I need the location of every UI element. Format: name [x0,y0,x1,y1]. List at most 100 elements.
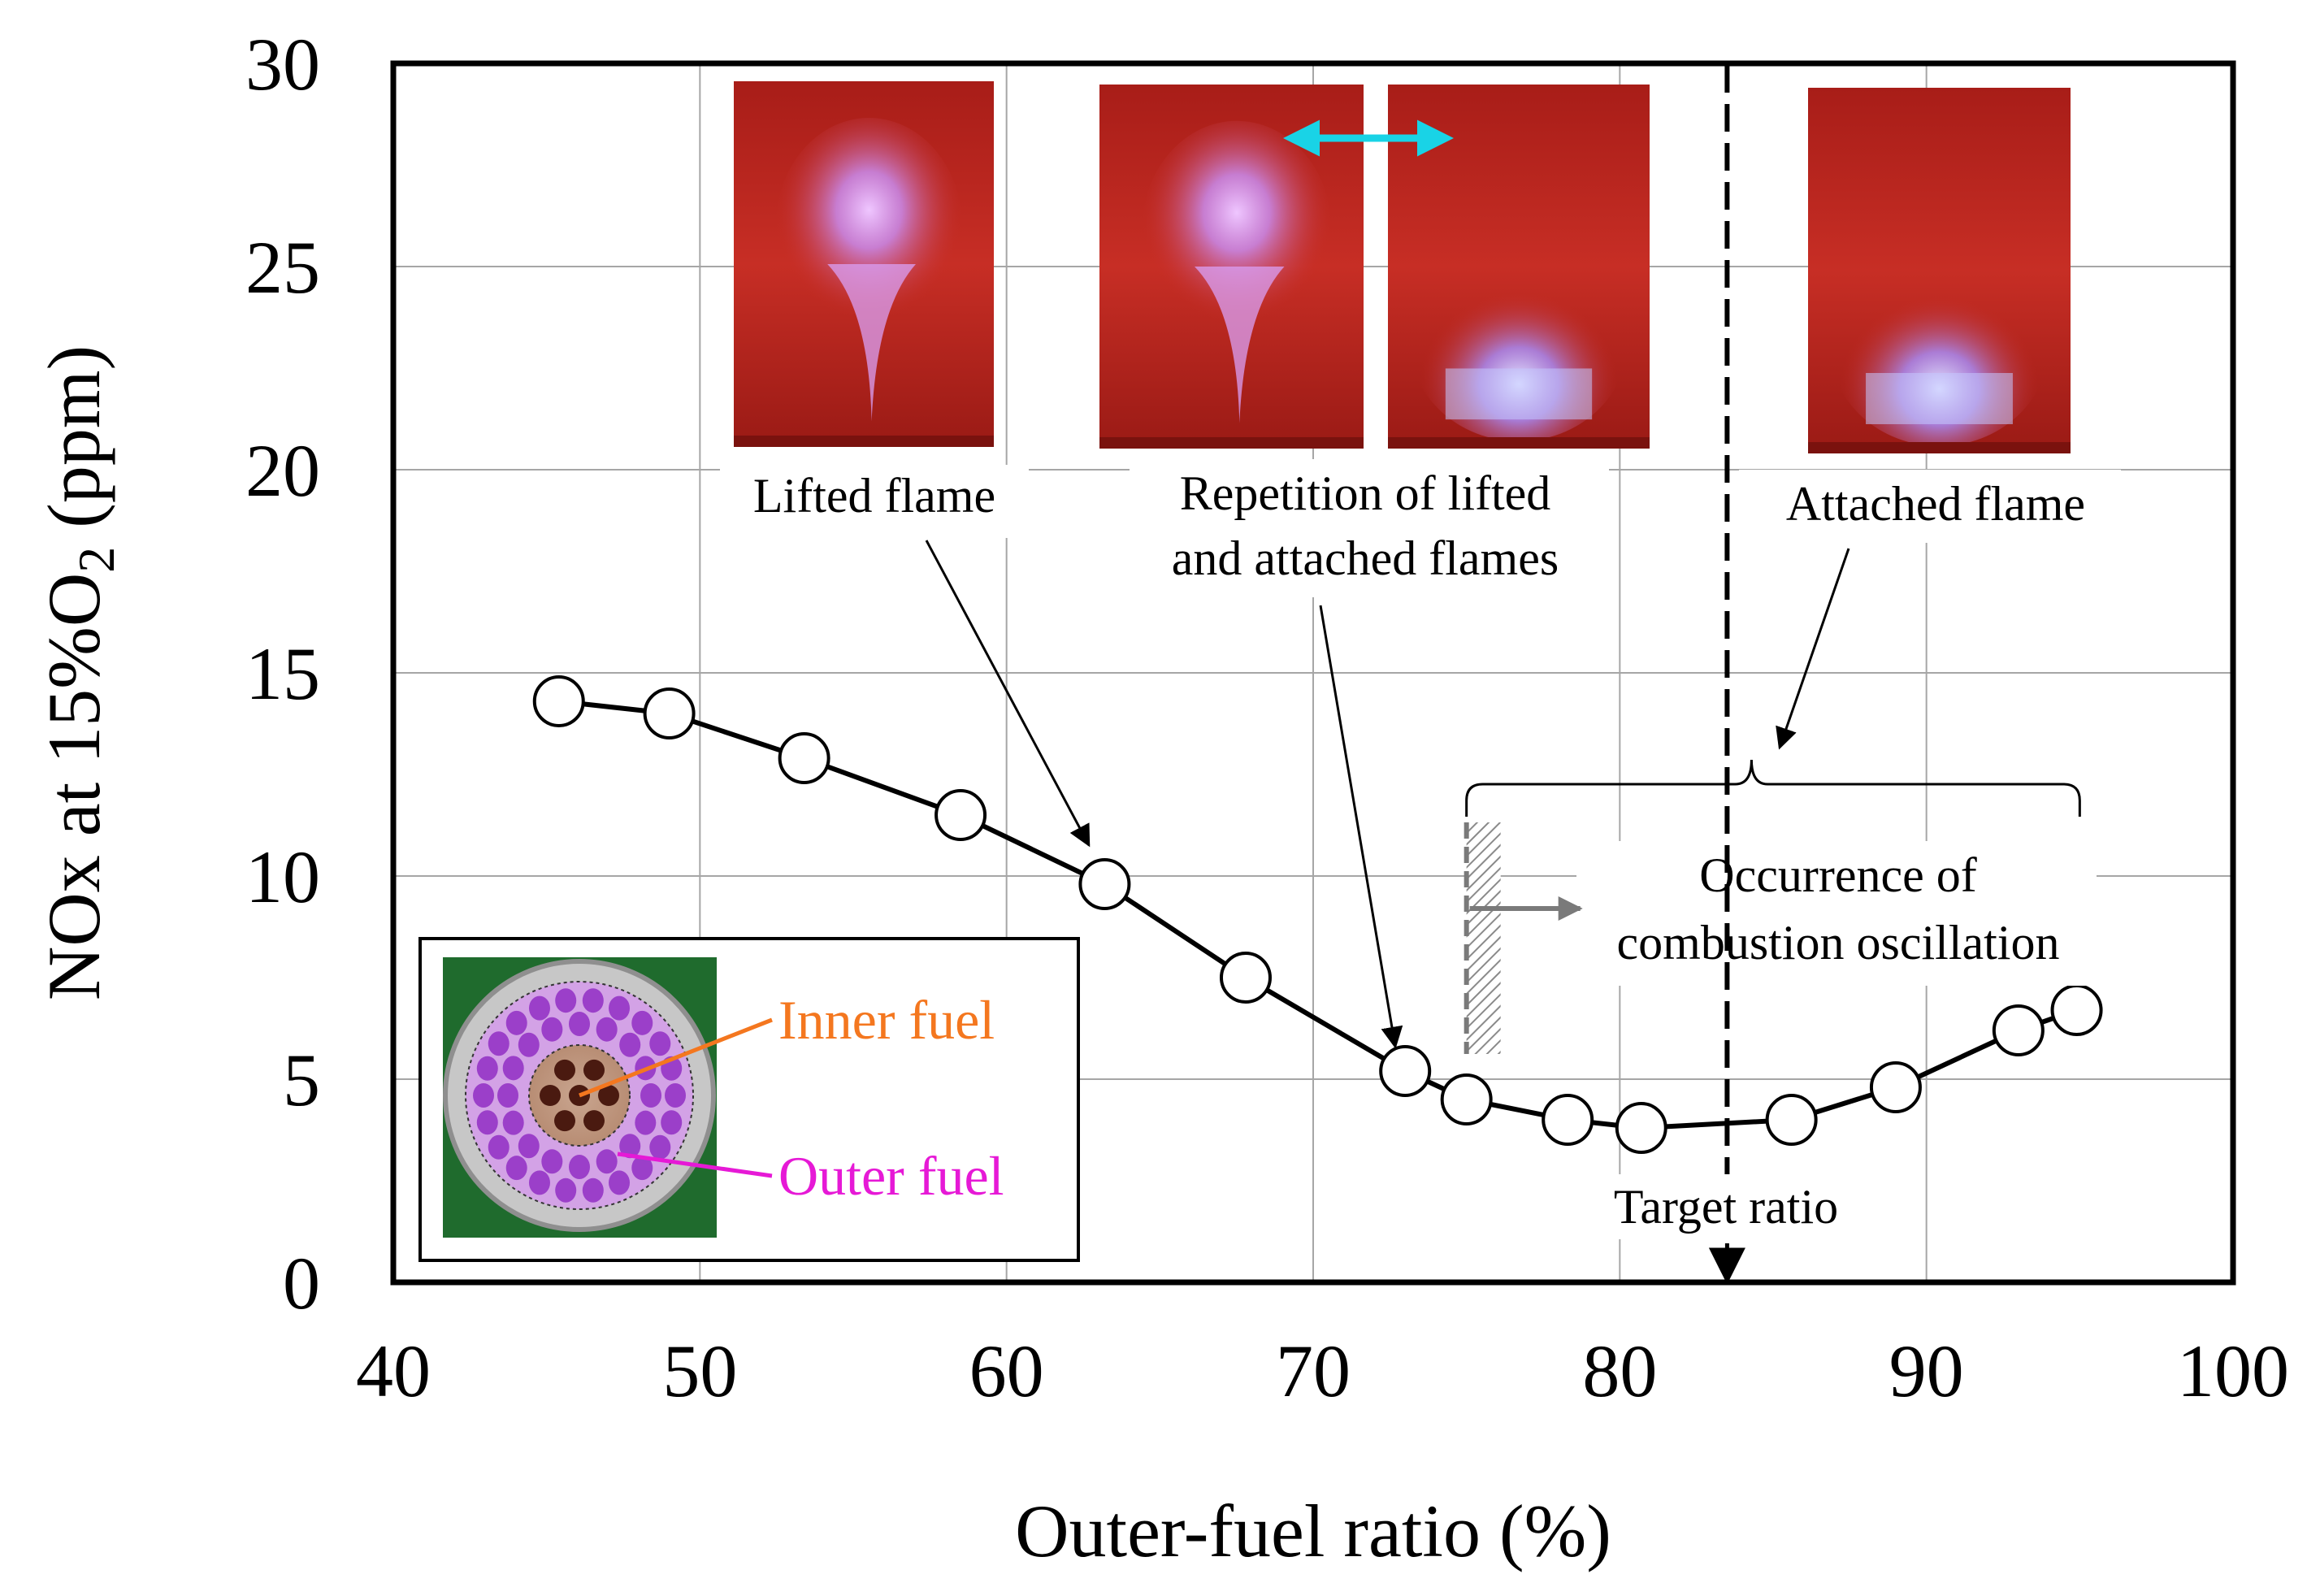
data-point [1379,1045,1432,1097]
inset-inner-fuel-label: Inner fuel [778,989,995,1051]
burner-outer-hole [473,1083,494,1108]
flame-base [1866,373,2013,424]
y-tick-label: 15 [245,632,320,715]
flame-photo-floor [1099,437,1364,449]
burner-outer-hole [488,1134,510,1160]
burner-outer-hole [635,1110,657,1135]
data-point [1078,858,1131,910]
y-axis-label: NOx at 15%O2 (ppm) [33,345,125,1000]
burner-outer-hole [476,1110,498,1135]
burner-outer-hole [502,1110,524,1135]
burner-outer-hole [631,1010,653,1035]
annotation-lifted-flame: Lifted flame [753,469,995,523]
label-bg [1576,841,2097,986]
flame-base [1445,368,1593,420]
data-point [2050,984,2103,1036]
burner-outer-hole [665,1083,686,1108]
burner-outer-hole [518,1134,540,1159]
burner-outer-hole [505,1156,527,1181]
y-axis-label-subscript: 2 [67,547,125,573]
label-bg [1739,470,2121,543]
y-tick-label: 25 [245,226,320,309]
x-tick-label: 60 [969,1329,1044,1412]
flame-photo-floor [1388,437,1650,449]
flame-glow [1142,120,1332,340]
flame-photo-lifted [734,81,994,447]
data-point [1615,1102,1667,1154]
oscillation-onset-hatch [1466,822,1501,1054]
x-tick-label: 40 [356,1329,431,1412]
burner-outer-hole [541,1017,563,1042]
burner-inset: Inner fuel Outer fuel [418,937,1080,1262]
annotation-repetition-line2: and attached flames [1172,531,1559,585]
burner-outer-hole [596,1017,618,1042]
burner-outer-hole [640,1083,661,1108]
burner-outer-hole [596,1149,618,1174]
burner-inner-hole [583,1110,605,1132]
burner-outer-hole [569,1155,590,1179]
burner-inner-hole [554,1059,575,1081]
burner-outer-hole [488,1031,510,1056]
x-tick-label: 80 [1582,1329,1657,1412]
inner-fuel-leader [579,1017,773,1098]
data-point [1765,1094,1818,1146]
burner-outer-hole [528,1170,550,1195]
flame-stem [1195,267,1285,423]
x-axis-label: Outer-fuel ratio (%) [1015,1490,1611,1572]
data-point [532,675,585,727]
outer-fuel-leader [617,1151,773,1178]
arrow-attached-flame [1776,548,1850,750]
burner-outer-hole [609,995,631,1021]
data-point [935,789,987,841]
flame-stem [827,264,916,422]
flame-photo-repetition-lifted [1099,85,1364,449]
y-tick-label: 10 [245,835,320,918]
burner-outer-hole [555,988,577,1013]
inset-outer-fuel-label: Outer fuel [778,1145,1004,1207]
annotation-target-ratio: Target ratio [1614,1180,1838,1234]
y-tick-label: 20 [245,429,320,512]
annotation-repetition-line1: Repetition of lifted [1180,466,1551,520]
x-tick-label: 100 [2177,1329,2289,1412]
y-tick-label: 5 [283,1039,320,1121]
x-tick-label: 50 [662,1329,737,1412]
burner-outer-hole [631,1156,653,1181]
burner-outer-hole [609,1170,631,1195]
data-point [643,687,696,739]
y-tick-label: 30 [245,23,320,106]
axis-ticks: 40 50 60 70 80 90 100 0 5 10 15 20 25 30 [245,23,2289,1412]
burner-inner-hole [554,1110,575,1132]
burner-outer-hole [497,1083,518,1108]
data-point [1869,1061,1922,1113]
burner-outer-hole [476,1056,498,1081]
burner-outer-hole [649,1031,671,1056]
flame-photos [734,81,2071,453]
x-tick-label: 90 [1889,1329,1964,1412]
arrow-lifted-flame [925,540,1091,848]
data-point [1219,952,1272,1004]
burner-outer-hole [555,1177,577,1203]
y-tick-label: 0 [283,1242,320,1325]
x-tick-label: 70 [1276,1329,1351,1412]
data-point [778,732,830,784]
annotation-oscillation-line2: combustion oscillation [1617,916,2060,969]
y-axis-label-part: (ppm) [33,345,115,547]
data-point [1440,1073,1493,1125]
label-bg [720,465,1029,538]
burner-outer-hole [619,1032,641,1057]
arrow-repetition [1319,605,1403,1049]
annotation-attached-flame: Attached flame [1786,477,2085,531]
label-bg [1585,1174,1910,1239]
plot-frame [390,60,2236,1286]
burner-outer-hole [582,1177,604,1203]
burner-outer-hole [528,995,550,1021]
burner-outer-hole [619,1134,641,1159]
y-axis-label-part: NOx at 15%O [33,573,115,1000]
burner-outer-hole [505,1010,527,1035]
burner-outer-hole [541,1149,563,1174]
burner-outer-hole [582,988,604,1013]
burner-inner-hole [540,1085,561,1106]
burner-outer-hole [569,1012,590,1036]
burner-outer-hole [518,1032,540,1057]
